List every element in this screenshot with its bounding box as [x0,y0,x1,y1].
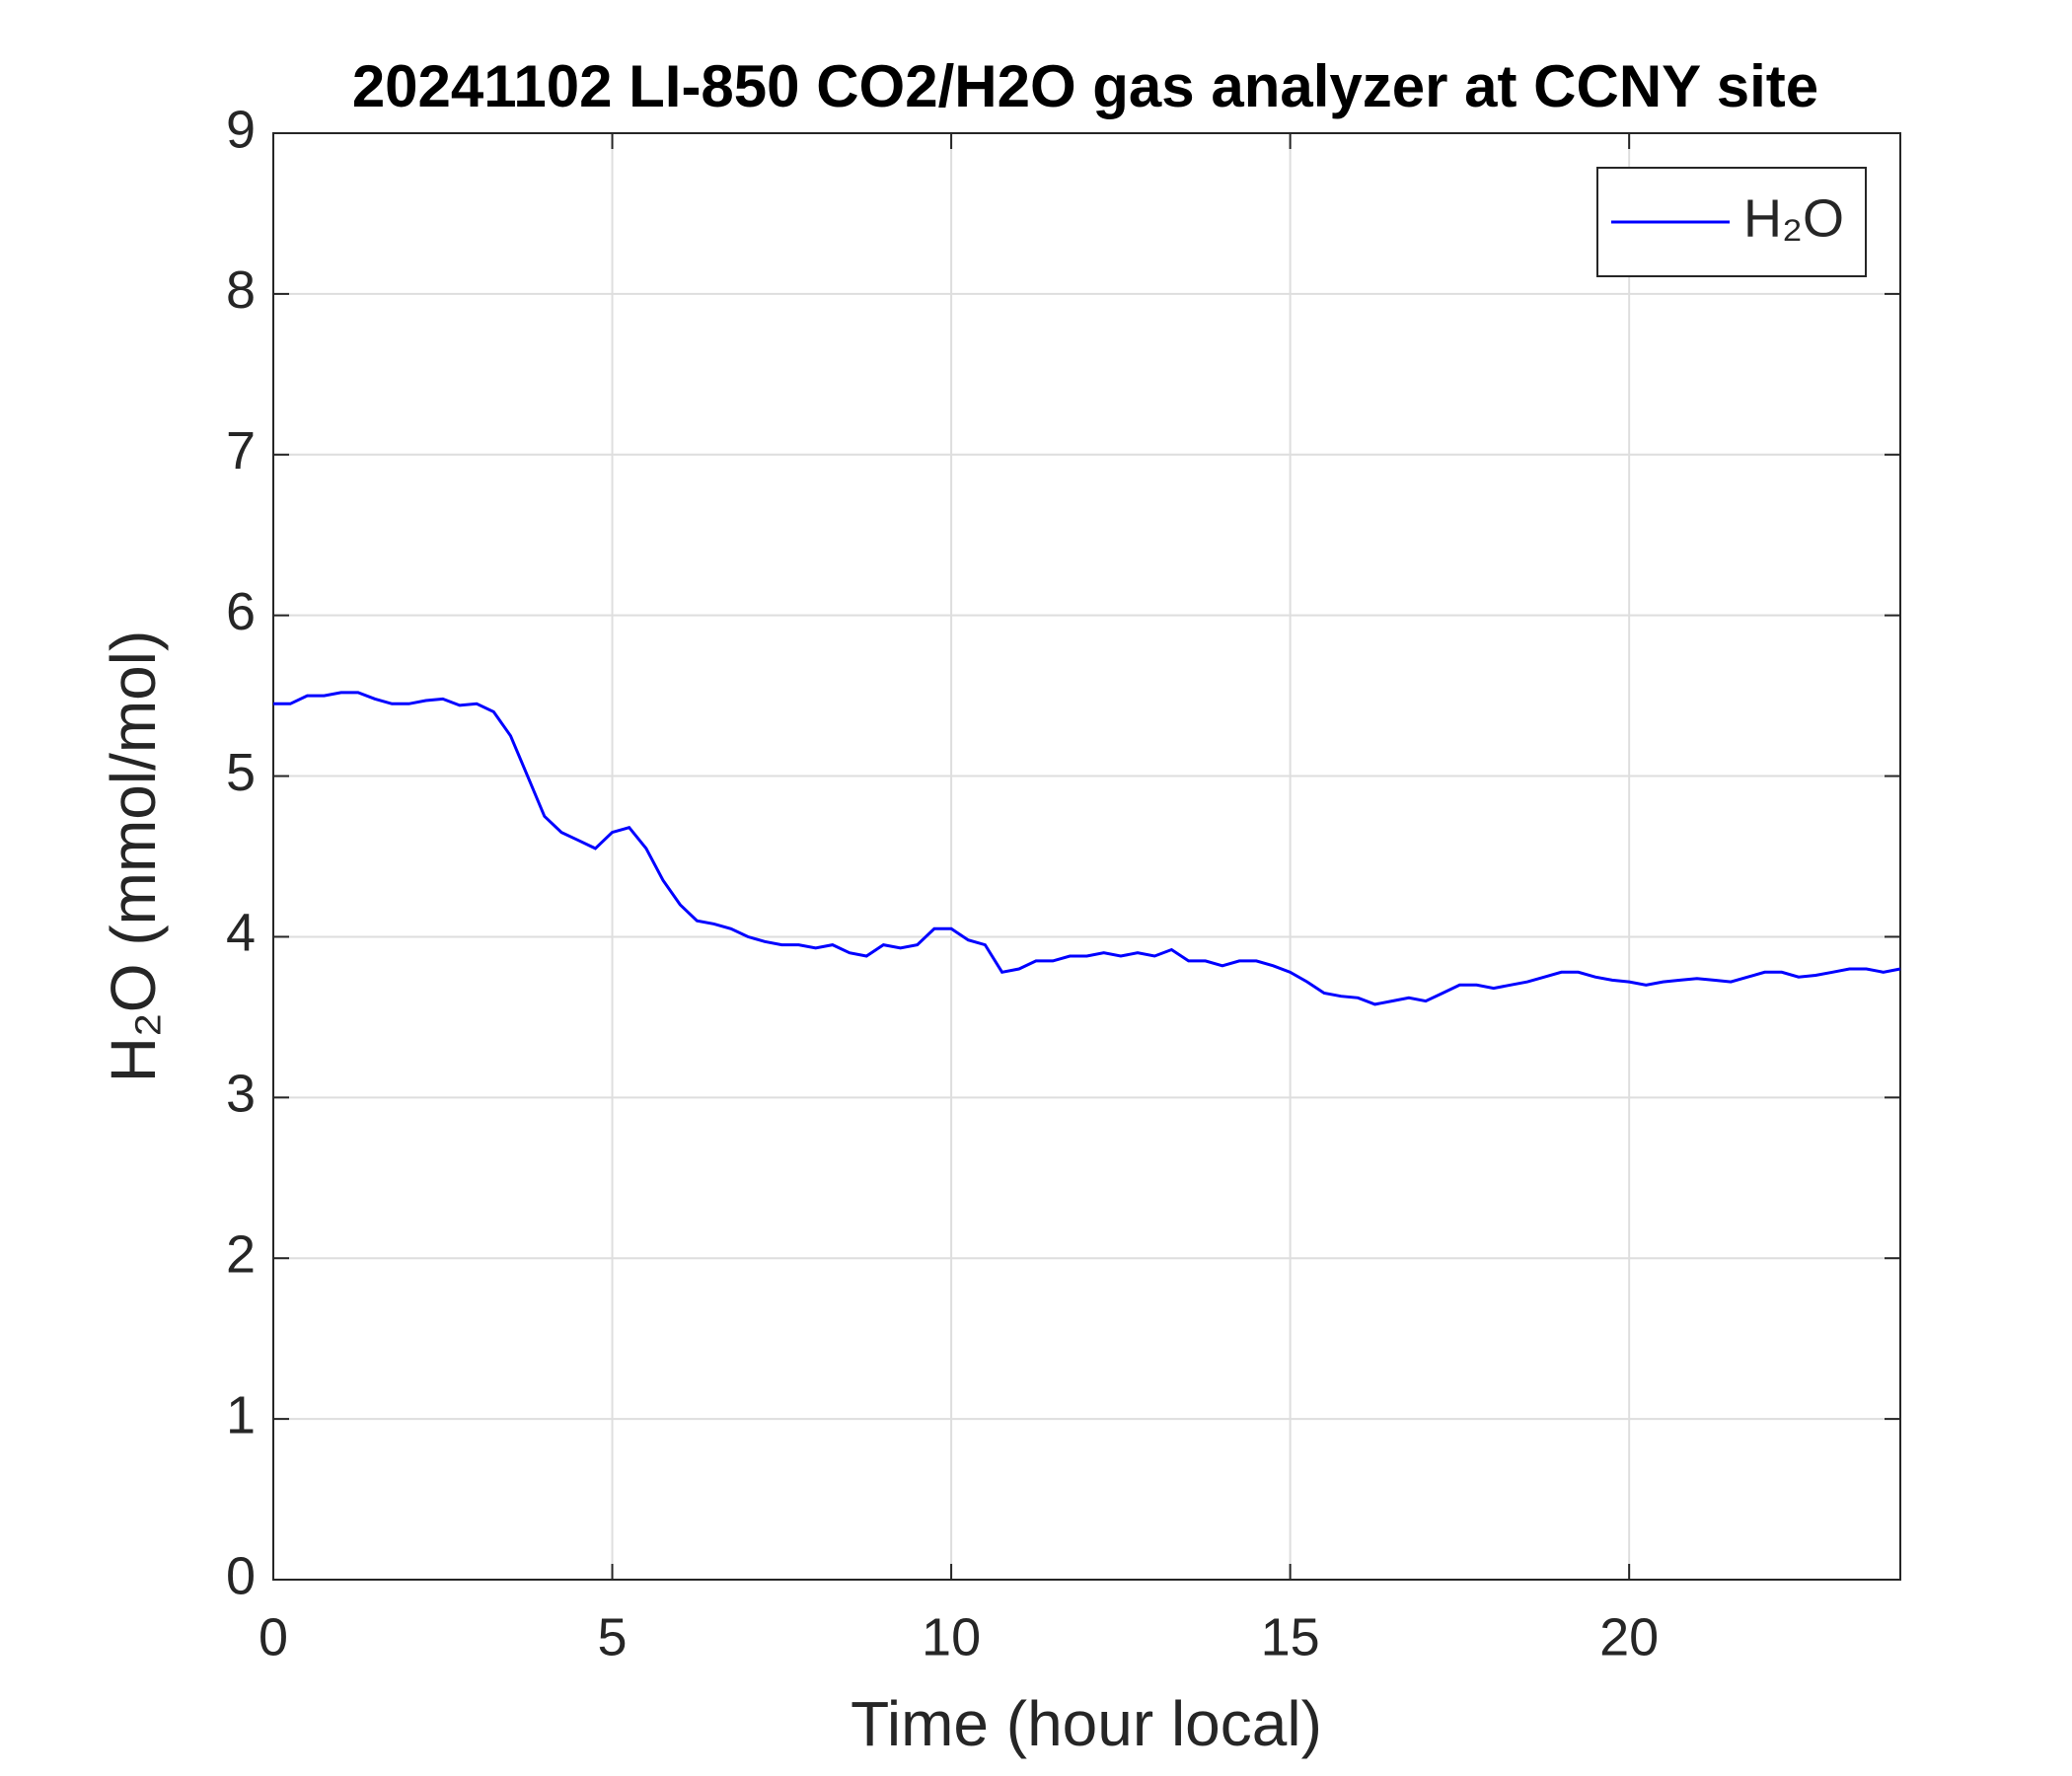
y-tick-label: 5 [226,743,256,802]
y-tick-label: 7 [226,421,256,481]
y-axis-label: H₂O (mmol/mol) [98,630,169,1083]
plot-frame [272,132,1901,1581]
y-tick-label: 0 [226,1546,256,1605]
chart-title: 20241102 LI-850 CO2/H2O gas analyzer at … [352,53,1818,119]
x-tick-label: 20 [1599,1607,1659,1666]
data-line [273,691,1901,1006]
y-tick-label: 4 [226,904,256,963]
x-tick-label: 0 [259,1607,288,1666]
y-tick-label: 6 [226,582,256,641]
x-tick-label: 15 [1261,1607,1320,1666]
legend-label: H₂O [1743,188,1844,248]
y-tick-label: 8 [226,260,256,320]
x-tick-label: 10 [922,1607,981,1666]
y-tick-label: 1 [226,1385,256,1444]
y-tick-label: 9 [226,100,256,159]
x-tick-label: 5 [598,1607,628,1666]
x-axis-label: Time (hour local) [851,1688,1322,1759]
y-tick-label: 2 [226,1224,256,1284]
y-tick-label: 3 [226,1065,256,1124]
